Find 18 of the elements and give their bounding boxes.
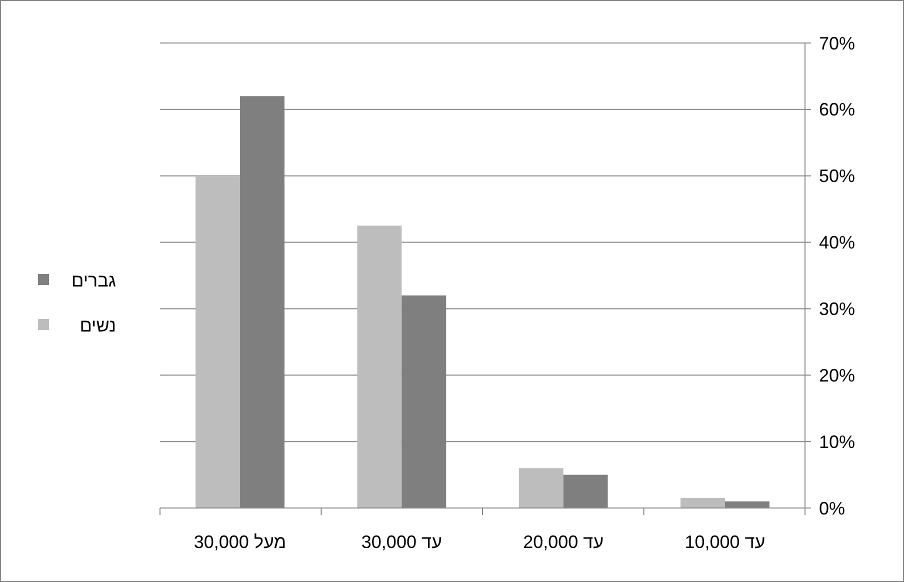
y-tick-label: 60% — [819, 100, 856, 120]
bar — [357, 226, 402, 508]
legend-label: נשים — [80, 315, 116, 336]
y-tick-label: 30% — [819, 299, 856, 320]
y-tick-label: 0% — [819, 498, 846, 518]
x-tick-label: מעל 30,000 — [194, 532, 286, 552]
bar — [518, 468, 564, 508]
y-tick-label: 10% — [819, 432, 856, 452]
legend-label: גברים — [71, 270, 116, 290]
x-tick-label: עד 10,000 — [684, 532, 766, 552]
y-tick-label: 40% — [819, 232, 856, 253]
bar — [680, 498, 725, 508]
y-tick-label: 20% — [819, 365, 856, 386]
x-tick-label: עד 20,000 — [523, 532, 604, 552]
y-tick-label: 70% — [819, 33, 856, 54]
y-tick-label: 50% — [819, 166, 856, 186]
bar — [196, 176, 240, 508]
x-tick-label: עד 30,000 — [361, 532, 442, 552]
